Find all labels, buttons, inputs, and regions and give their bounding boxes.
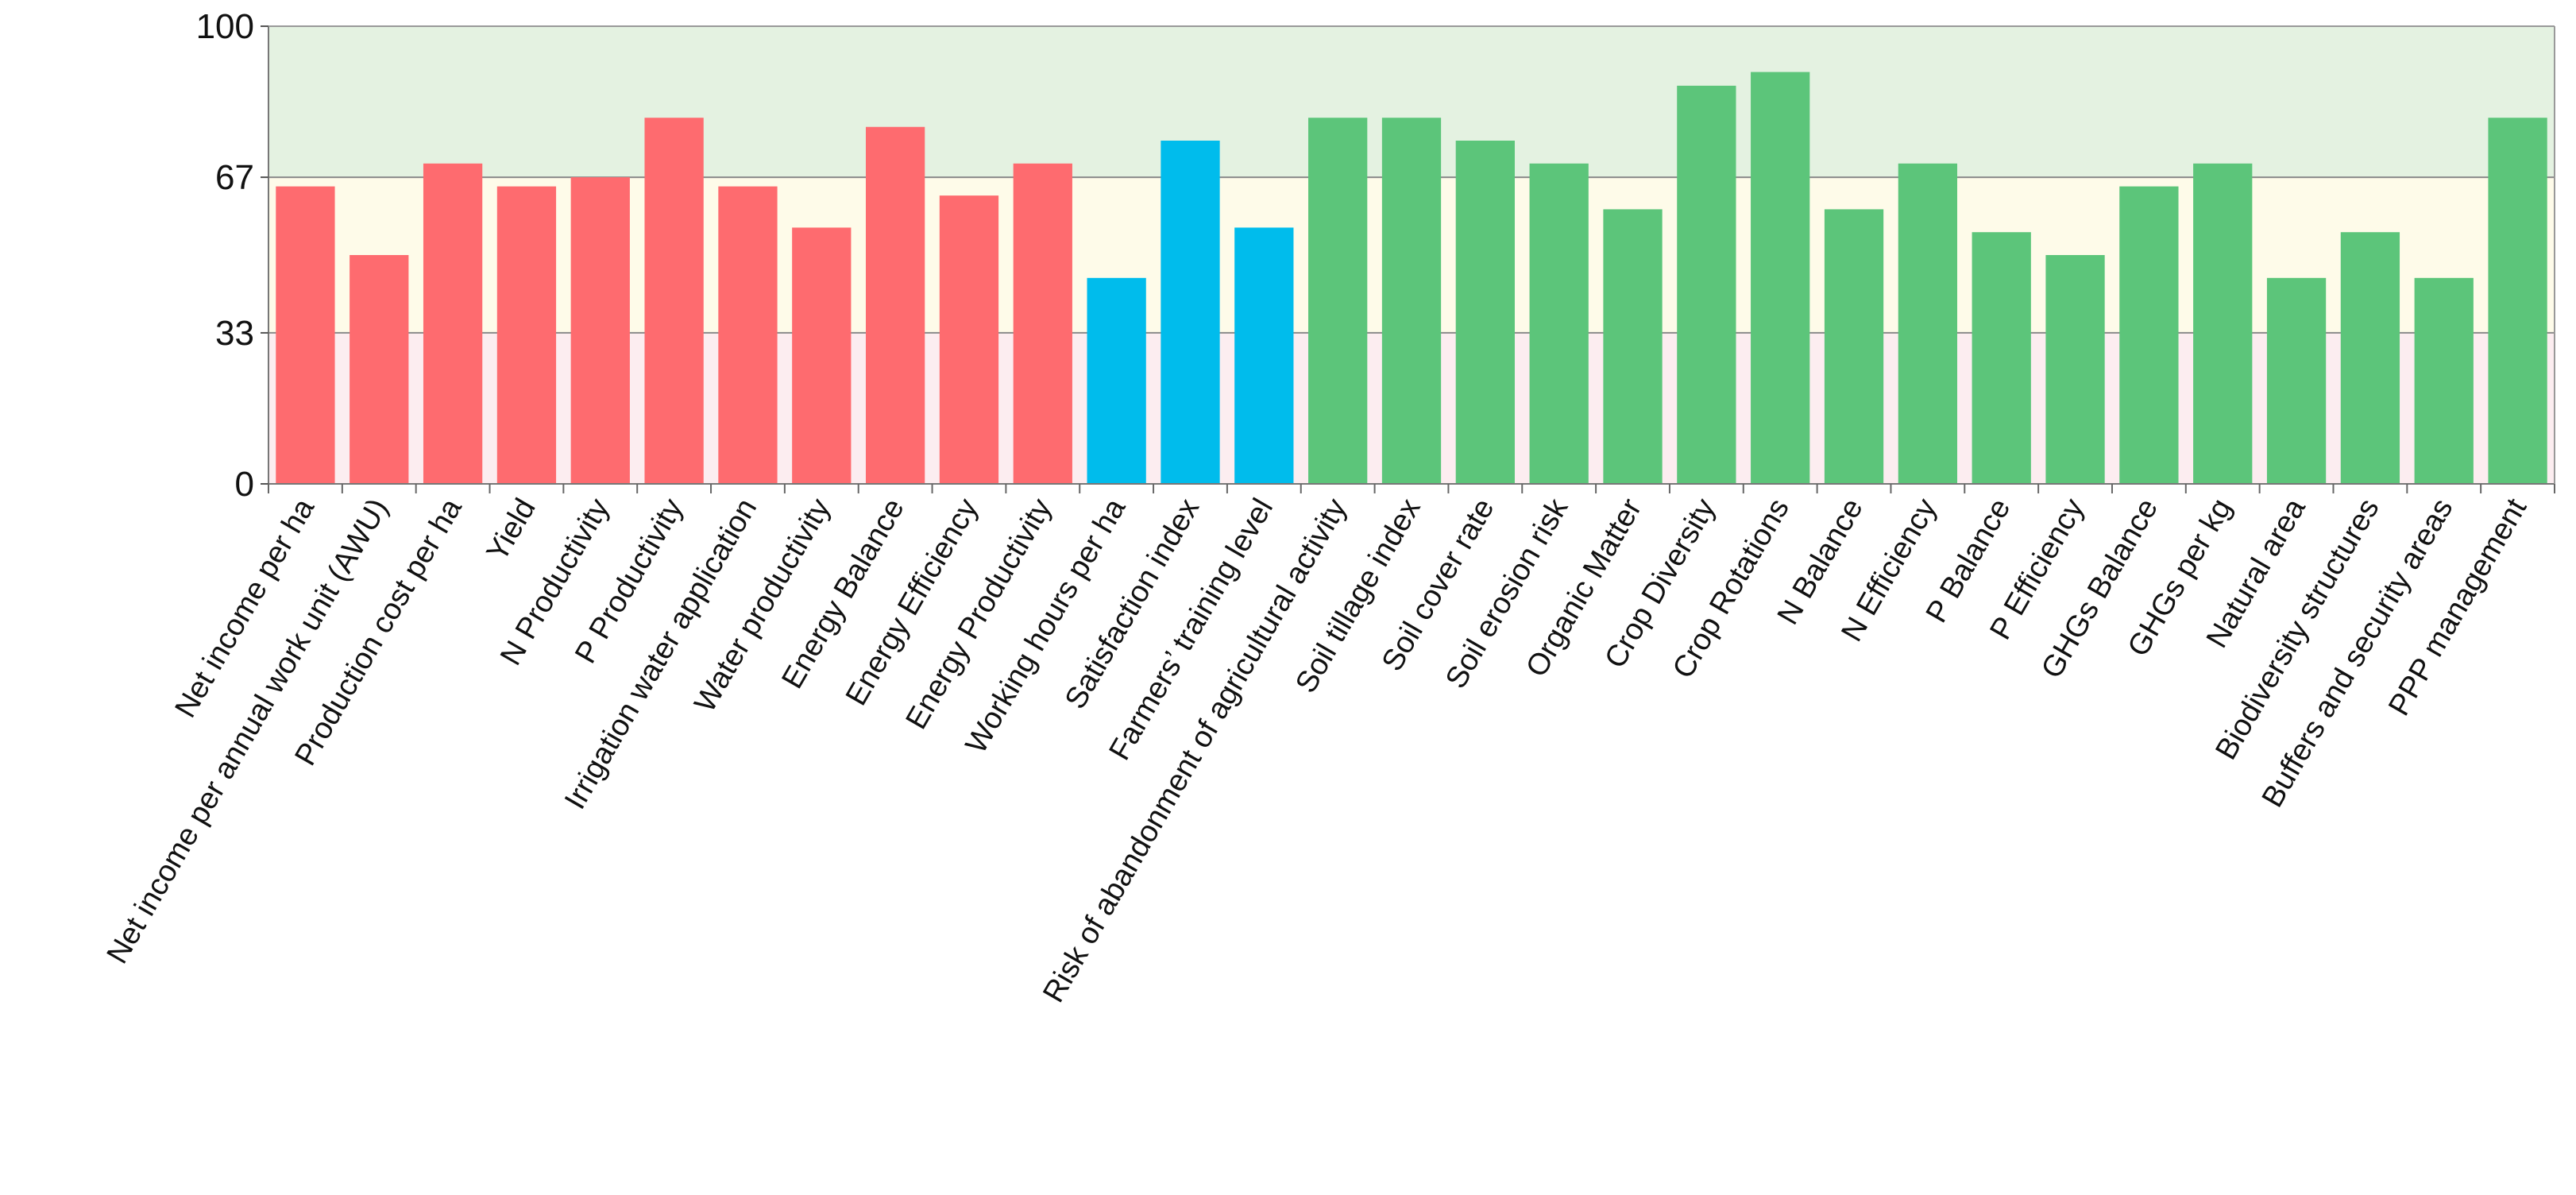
bar-economic <box>496 186 557 484</box>
bar-environmental <box>2119 186 2179 484</box>
bar-environmental <box>1972 232 2031 484</box>
bar-environmental <box>1898 163 1958 485</box>
bar-economic <box>718 186 778 484</box>
bar-environmental <box>1529 163 1589 485</box>
bar-environmental <box>1824 209 1884 484</box>
bar-environmental <box>1603 209 1663 484</box>
bar-environmental <box>1455 141 1515 484</box>
bar-environmental <box>2488 118 2547 484</box>
bar-environmental <box>1308 118 1368 484</box>
bar-environmental <box>1677 85 1736 484</box>
y-tick-label: 33 <box>215 314 254 353</box>
bar-environmental <box>2340 232 2400 484</box>
bar-economic <box>644 118 704 484</box>
bar-environmental <box>2414 277 2474 484</box>
bar-economic <box>939 195 999 484</box>
bar-social <box>1161 141 1220 484</box>
bar-economic <box>350 255 409 484</box>
bar-economic <box>1013 163 1072 485</box>
bar-environmental <box>2045 255 2105 484</box>
bar-social <box>1087 277 1146 484</box>
bar-environmental <box>2266 277 2327 484</box>
y-tick-label: 100 <box>196 7 254 46</box>
bar-economic <box>423 163 483 485</box>
x-category-label: Net income per ha <box>169 493 322 724</box>
y-tick-label: 67 <box>215 158 254 197</box>
bar-social <box>1234 227 1294 484</box>
x-category-label: Water productivity <box>688 493 837 718</box>
bar-economic <box>570 177 630 484</box>
y-tick-label: 0 <box>235 465 254 504</box>
bar-environmental <box>2193 163 2253 485</box>
bar-environmental <box>1381 118 1442 484</box>
bar-economic <box>792 227 852 484</box>
bar-environmental <box>1751 72 1810 485</box>
bar-economic <box>276 186 335 484</box>
bar-economic <box>865 126 925 484</box>
x-category-label: Satisfaction index <box>1059 493 1206 715</box>
x-category-label: Net income per annual work unit (AWU) <box>101 493 395 970</box>
x-category-label: Energy Efficiency <box>840 493 985 712</box>
x-category-label: Yield <box>481 493 543 567</box>
x-category-label: PPP management <box>2382 493 2533 721</box>
